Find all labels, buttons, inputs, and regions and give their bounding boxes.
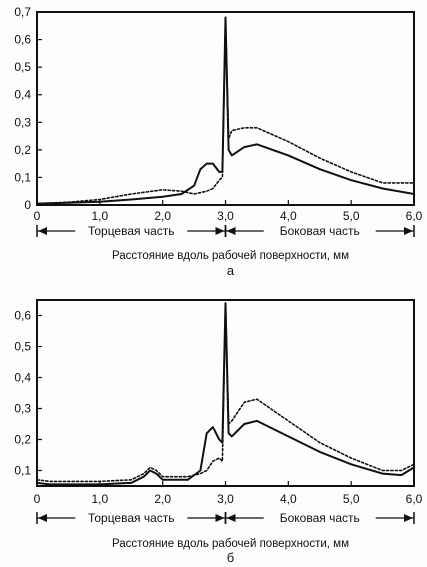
arrowhead-left-icon: [38, 514, 47, 522]
y-tick-label: 0,3: [14, 115, 31, 129]
x-tick-label: 6,0: [406, 492, 423, 506]
arrowhead-right-icon: [215, 227, 225, 235]
arrowhead-left-icon: [226, 227, 236, 235]
y-tick-label: 0,5: [14, 60, 31, 74]
arrowhead-right-icon: [404, 227, 413, 235]
region-label: Боковая часть: [280, 224, 360, 238]
x-tick-label: 0: [34, 492, 41, 506]
x-tick-label: 5,0: [343, 209, 360, 223]
series-line-dotted: [36, 16, 415, 205]
region-label: Торцевая часть: [88, 511, 175, 525]
panel-label: б: [227, 550, 234, 565]
arrowhead-left-icon: [226, 514, 236, 522]
x-tick-label: 6,0: [406, 209, 423, 223]
region-label: Торцевая часть: [88, 224, 175, 238]
region-label-bg: [75, 510, 188, 526]
x-tick-label: 3,0: [217, 492, 234, 506]
y-tick-label: 0,4: [14, 88, 31, 102]
y-tick-label: 0,1: [14, 170, 31, 184]
region-arrow: [224, 510, 415, 526]
x-tick-label: 5,0: [343, 492, 360, 506]
region-label-bg: [75, 223, 188, 239]
x-tick-label: 2,0: [154, 209, 171, 223]
y-tick-label: 0,2: [14, 143, 31, 157]
x-tick-label: 3,0: [217, 209, 234, 223]
region-arrow: [224, 223, 415, 239]
arrowhead-left-icon: [38, 227, 47, 235]
y-tick-label: 0,6: [14, 33, 31, 47]
x-tick-label: 0: [34, 209, 41, 223]
y-tick-label: 0,4: [14, 371, 31, 385]
series-line-solid: [36, 16, 415, 205]
x-axis-label: Расстояние вдоль рабочей поверхности, мм: [112, 250, 349, 262]
region-label-bg: [263, 223, 376, 239]
x-tick-label: 4,0: [280, 209, 297, 223]
x-axis-label: Расстояние вдоль рабочей поверхности, мм: [112, 538, 349, 550]
series-line-dotted: [36, 302, 415, 483]
region-label-bg: [263, 510, 376, 526]
panel-label: а: [227, 263, 235, 278]
y-tick-label: 0,5: [14, 340, 31, 354]
x-tick-label: 4,0: [280, 492, 297, 506]
region-label: Боковая часть: [280, 511, 360, 525]
x-tick-label: 2,0: [154, 492, 171, 506]
x-tick-label: 1,0: [91, 492, 108, 506]
y-tick-label: 0,3: [14, 402, 31, 416]
y-tick-label: 0,2: [14, 433, 31, 447]
arrowhead-right-icon: [215, 514, 225, 522]
x-tick-label: 1,0: [91, 209, 108, 223]
y-tick-label: 0,6: [14, 309, 31, 323]
series-line-solid: [36, 302, 415, 486]
y-tick-label: 0,7: [14, 5, 31, 19]
y-tick-label: 0,1: [14, 464, 31, 478]
arrowhead-right-icon: [404, 514, 413, 522]
y-tick-label: 0: [24, 198, 31, 212]
